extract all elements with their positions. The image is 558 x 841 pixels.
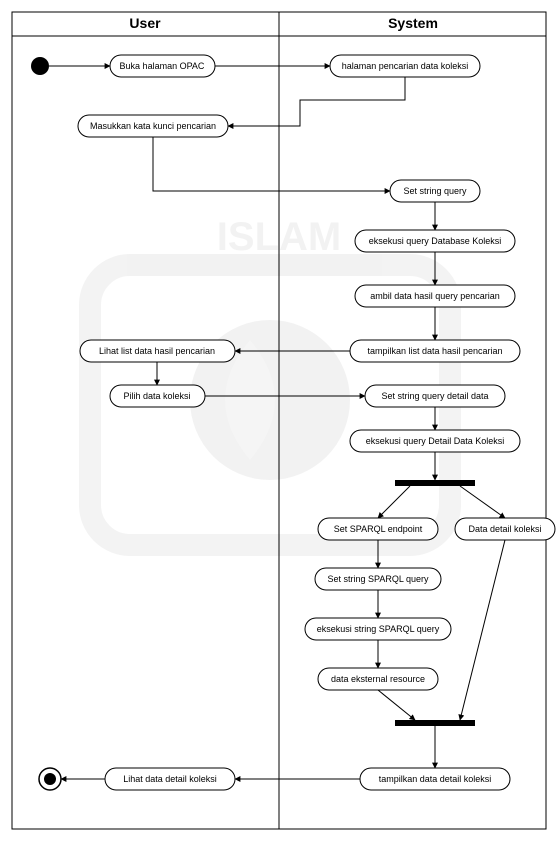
lane-header-user: User <box>129 15 161 31</box>
node-eksekusi-db: eksekusi query Database Koleksi <box>355 230 515 252</box>
node-lihat-detail: Lihat data detail koleksi <box>105 768 235 790</box>
node-lihat-list: Lihat list data hasil pencarian <box>80 340 235 362</box>
svg-text:eksekusi query Detail Data Kol: eksekusi query Detail Data Koleksi <box>366 436 505 446</box>
svg-text:ambil data hasil query pencari: ambil data hasil query pencarian <box>370 291 500 301</box>
node-tampilkan-detail: tampilkan data detail koleksi <box>360 768 510 790</box>
fork-bar <box>395 480 475 486</box>
start-node <box>31 57 49 75</box>
node-set-string-detail: Set string query detail data <box>365 385 505 407</box>
svg-text:data eksternal resource: data eksternal resource <box>331 674 425 684</box>
node-set-string-sparql: Set string SPARQL query <box>315 568 441 590</box>
svg-text:tampilkan list data hasil penc: tampilkan list data hasil pencarian <box>367 346 502 356</box>
node-eksekusi-detail: eksekusi query Detail Data Koleksi <box>350 430 520 452</box>
svg-text:Set string query: Set string query <box>403 186 467 196</box>
node-ambil-data: ambil data hasil query pencarian <box>355 285 515 307</box>
join-bar <box>395 720 475 726</box>
node-buka-halaman: Buka halaman OPAC <box>110 55 215 77</box>
svg-text:Lihat data detail koleksi: Lihat data detail koleksi <box>123 774 217 784</box>
svg-text:Set string SPARQL query: Set string SPARQL query <box>327 574 429 584</box>
node-set-string-query: Set string query <box>390 180 480 202</box>
node-eksekusi-sparql: eksekusi string SPARQL query <box>305 618 451 640</box>
node-data-detail: Data detail koleksi <box>455 518 555 540</box>
svg-text:Masukkan kata kunci pencarian: Masukkan kata kunci pencarian <box>90 121 216 131</box>
svg-text:eksekusi query Database Koleks: eksekusi query Database Koleksi <box>369 236 502 246</box>
node-masukkan-kata: Masukkan kata kunci pencarian <box>78 115 228 137</box>
node-tampilkan-list: tampilkan list data hasil pencarian <box>350 340 520 362</box>
svg-text:tampilkan data detail koleksi: tampilkan data detail koleksi <box>379 774 492 784</box>
svg-text:Buka halaman OPAC: Buka halaman OPAC <box>120 61 205 71</box>
svg-text:Pilih data koleksi: Pilih data koleksi <box>123 391 190 401</box>
svg-text:eksekusi string SPARQL query: eksekusi string SPARQL query <box>317 624 440 634</box>
lane-header-system: System <box>388 15 438 31</box>
end-node <box>39 768 61 790</box>
activity-diagram: ISLAM User System Buka halaman OPAC hala… <box>0 0 558 841</box>
watermark: ISLAM <box>90 215 450 545</box>
svg-text:Set string query detail data: Set string query detail data <box>381 391 488 401</box>
svg-text:Lihat list data hasil pencaria: Lihat list data hasil pencarian <box>99 346 215 356</box>
svg-text:Set SPARQL endpoint: Set SPARQL endpoint <box>334 524 423 534</box>
node-halaman-pencarian: halaman pencarian data koleksi <box>330 55 480 77</box>
node-set-sparql-endpoint: Set SPARQL endpoint <box>318 518 438 540</box>
node-pilih-data: Pilih data koleksi <box>110 385 205 407</box>
svg-text:Data detail koleksi: Data detail koleksi <box>468 524 541 534</box>
node-data-eksternal: data eksternal resource <box>318 668 438 690</box>
svg-text:halaman pencarian data koleksi: halaman pencarian data koleksi <box>342 61 469 71</box>
